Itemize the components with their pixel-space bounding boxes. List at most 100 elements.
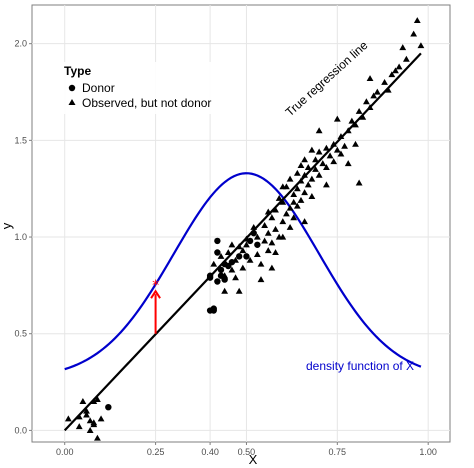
observed-point xyxy=(90,397,98,404)
observed-point xyxy=(373,88,381,95)
observed-point xyxy=(64,415,72,422)
observed-point xyxy=(388,71,396,78)
observed-point xyxy=(235,243,243,250)
observed-point xyxy=(221,287,229,294)
observed-point xyxy=(90,419,98,426)
observed-point xyxy=(268,264,276,271)
donor-point xyxy=(210,307,217,314)
observed-point xyxy=(283,210,290,217)
observed-point xyxy=(315,171,323,178)
observed-point xyxy=(319,160,327,167)
y-tick-label: 0.5 xyxy=(14,329,27,339)
arrow-head-icon xyxy=(150,289,161,299)
red-arrow: * xyxy=(150,278,161,334)
observed-point xyxy=(366,104,374,111)
x-tick-label: 0.75 xyxy=(329,447,347,457)
observed-point xyxy=(286,204,294,211)
observed-point xyxy=(293,169,301,176)
observed-point xyxy=(83,407,90,414)
observed-point xyxy=(333,146,341,153)
observed-point xyxy=(243,241,250,248)
arrow-star-marker: * xyxy=(152,278,159,294)
y-axis-title: y xyxy=(0,222,14,229)
observed-point xyxy=(315,148,323,155)
observed-point xyxy=(275,194,283,201)
observed-point xyxy=(246,256,254,263)
observed-point xyxy=(333,115,341,122)
observed-point xyxy=(97,415,105,422)
observed-point xyxy=(79,397,87,404)
observed-point xyxy=(261,237,269,244)
data-points xyxy=(64,17,425,441)
observed-point xyxy=(290,198,298,205)
donor-point xyxy=(105,403,112,411)
x-tick-label: 0.50 xyxy=(238,447,256,457)
observed-point xyxy=(235,287,243,294)
observed-point xyxy=(417,42,425,49)
x-axis: 0.00 0.25 0.40 0.50 0.75 1.00 xyxy=(56,442,437,457)
observed-point xyxy=(355,179,363,186)
observed-point xyxy=(301,218,309,225)
observed-point xyxy=(315,127,323,134)
donor-point xyxy=(214,237,221,245)
donor-point xyxy=(217,266,225,274)
observed-point xyxy=(323,164,330,170)
observed-point xyxy=(381,78,388,85)
density-curve xyxy=(64,172,422,371)
x-tick-label: 0.40 xyxy=(201,447,219,457)
observed-point xyxy=(224,249,232,256)
donor-point xyxy=(243,253,250,260)
observed-point xyxy=(279,183,287,190)
observed-point xyxy=(297,162,305,169)
observed-point xyxy=(301,156,309,163)
observed-point xyxy=(279,218,287,225)
donor-point xyxy=(250,229,257,237)
observed-point xyxy=(272,206,279,213)
observed-point xyxy=(359,113,367,120)
observed-point xyxy=(297,196,305,203)
y-tick-label: 1.0 xyxy=(14,232,27,242)
y-tick-label: 1.5 xyxy=(14,135,27,145)
observed-point xyxy=(279,233,287,240)
observed-point xyxy=(301,171,309,178)
observed-point xyxy=(250,223,258,230)
observed-point xyxy=(253,233,261,240)
observed-point xyxy=(286,223,294,230)
legend-entry-donor: Donor xyxy=(82,81,115,95)
observed-point xyxy=(257,276,265,283)
observed-point xyxy=(366,75,374,82)
y-tick-label: 0.0 xyxy=(14,425,27,435)
observed-point xyxy=(323,144,330,151)
observed-point xyxy=(312,156,319,163)
observed-point xyxy=(312,165,319,172)
observed-point xyxy=(413,17,421,24)
observed-point xyxy=(94,434,101,441)
observed-point xyxy=(279,198,287,205)
observed-point xyxy=(94,396,101,403)
observed-point xyxy=(301,189,309,196)
observed-point xyxy=(326,152,334,159)
observed-point xyxy=(264,208,272,215)
observed-point xyxy=(308,146,316,153)
observed-point xyxy=(402,55,410,62)
donor-point xyxy=(206,272,214,279)
observed-point xyxy=(290,214,298,221)
observed-point xyxy=(286,175,294,182)
observed-point xyxy=(297,177,305,184)
observed-point xyxy=(83,411,90,418)
observed-point xyxy=(239,247,247,254)
observed-point xyxy=(290,191,298,198)
observed-point xyxy=(253,251,261,257)
observed-point xyxy=(304,181,312,188)
observed-point xyxy=(272,225,279,232)
observed-point xyxy=(344,160,352,167)
observed-point xyxy=(272,249,279,256)
observed-point xyxy=(330,158,338,165)
donor-point xyxy=(214,278,221,285)
observed-point xyxy=(228,266,236,273)
observed-point xyxy=(344,127,352,134)
y-axis: 0.0 0.5 1.0 1.5 2.0 xyxy=(14,39,32,435)
observed-point xyxy=(257,260,265,267)
observed-point xyxy=(239,264,247,271)
